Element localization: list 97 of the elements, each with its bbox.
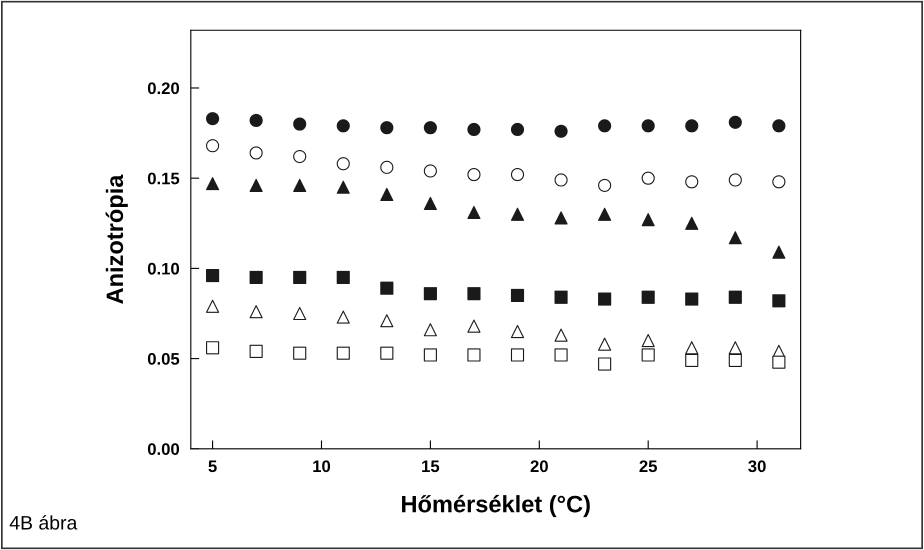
- x-tick-label: 30: [748, 460, 766, 472]
- point: [685, 216, 698, 230]
- x-axis-title: Hőmérséklet (°C): [402, 494, 590, 518]
- point: [642, 290, 655, 304]
- point: [206, 269, 220, 282]
- point: [510, 348, 524, 362]
- point: [467, 287, 481, 300]
- point: [250, 178, 263, 192]
- point: [510, 208, 524, 221]
- point: [250, 270, 263, 284]
- point: [293, 150, 306, 164]
- point: [728, 173, 742, 187]
- point: [380, 314, 394, 328]
- point: [510, 288, 524, 302]
- x-tick-label: 20: [530, 460, 548, 472]
- point: [772, 246, 786, 259]
- point: [424, 196, 437, 210]
- y-tick-label: 0.00: [148, 443, 180, 456]
- point: [293, 306, 306, 320]
- y-tick-label: 0.15: [148, 172, 180, 184]
- point: [424, 121, 437, 134]
- point: [293, 346, 306, 360]
- point: [467, 206, 481, 220]
- point: [206, 112, 220, 126]
- point: [293, 178, 306, 192]
- text: 4B ábra: [10, 515, 78, 530]
- point: [772, 356, 786, 369]
- point: [728, 290, 742, 304]
- point: [728, 341, 742, 354]
- point: [206, 177, 220, 190]
- point: [424, 348, 437, 362]
- point: [467, 122, 481, 136]
- y-tick-label: 0.10: [148, 262, 180, 275]
- point: [250, 146, 263, 160]
- point: [598, 338, 612, 351]
- point: [642, 348, 655, 362]
- point: [336, 310, 350, 324]
- point: [206, 341, 220, 354]
- point: [642, 119, 655, 132]
- point: [467, 168, 481, 182]
- x-tick-label: 25: [639, 460, 657, 472]
- x-tick-label: 15: [422, 460, 440, 472]
- point: [685, 354, 698, 367]
- y-axis-title: Anizotrópia: [106, 174, 128, 304]
- point: [554, 211, 568, 224]
- point: [336, 270, 350, 284]
- point: [598, 292, 612, 306]
- point: [250, 305, 263, 318]
- point: [336, 157, 350, 170]
- point: [380, 121, 394, 134]
- point: [250, 114, 263, 128]
- point: [598, 208, 612, 221]
- point: [728, 231, 742, 244]
- point: [685, 341, 698, 354]
- point: [642, 213, 655, 226]
- point: [685, 175, 698, 188]
- point: [380, 160, 394, 174]
- point: [293, 270, 306, 284]
- point: [380, 282, 394, 295]
- x-tick-label: 5: [208, 460, 217, 472]
- point: [772, 175, 786, 188]
- point: [424, 287, 437, 300]
- point: [206, 139, 220, 152]
- point: [336, 346, 350, 360]
- point: [293, 117, 306, 131]
- point: [598, 119, 612, 132]
- point: [380, 346, 394, 360]
- point: [728, 116, 742, 129]
- point: [685, 292, 698, 306]
- point: [250, 344, 263, 358]
- y-tick-label: 0.20: [148, 82, 180, 94]
- point: [598, 178, 612, 192]
- point: [554, 328, 568, 342]
- point: [336, 180, 350, 194]
- point: [510, 324, 524, 338]
- point: [510, 122, 524, 136]
- point: [685, 119, 698, 132]
- point: [772, 119, 786, 132]
- point: [598, 357, 612, 371]
- y-tick-label: 0.05: [148, 352, 180, 365]
- point: [554, 173, 568, 187]
- point: [467, 320, 481, 333]
- x-tick-label: 10: [313, 460, 330, 472]
- point: [642, 172, 655, 185]
- point: [424, 323, 437, 336]
- point: [424, 164, 437, 178]
- point: [554, 348, 568, 362]
- point: [642, 334, 655, 348]
- point: [380, 188, 394, 201]
- point: [510, 168, 524, 182]
- point: [336, 119, 350, 132]
- point: [554, 290, 568, 304]
- point: [554, 124, 568, 138]
- point: [728, 354, 742, 367]
- point: [772, 294, 786, 308]
- point: [206, 300, 220, 313]
- point: [467, 348, 481, 362]
